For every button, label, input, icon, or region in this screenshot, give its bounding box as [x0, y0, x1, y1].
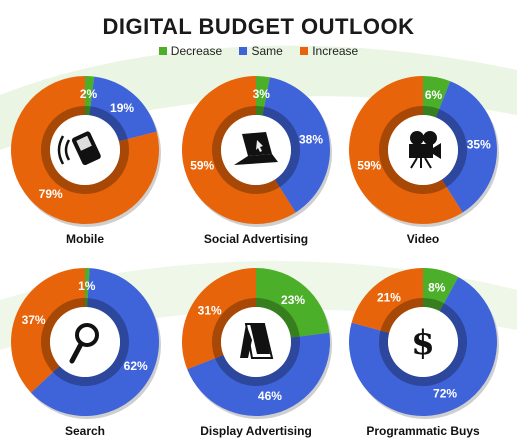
legend-item-increase: Increase: [300, 44, 358, 58]
slice-social-advertising-decrease: [256, 76, 270, 116]
display-board-icon: [240, 323, 274, 359]
label-social-advertising-same: 38%: [299, 133, 323, 147]
magnifier-icon: [69, 323, 99, 364]
label-programmatic-buys-increase: 21%: [377, 291, 401, 305]
label-social-advertising-increase: 59%: [190, 159, 214, 173]
label-programmatic-buys-same: 72%: [433, 386, 457, 400]
label-video-decrease: 6%: [425, 88, 443, 102]
legend-label-increase: Increase: [312, 44, 359, 58]
mobile-phone-icon: [57, 131, 101, 166]
slice-search-same-inner: [52, 298, 129, 386]
label-video-same: 35%: [467, 138, 491, 152]
legend-swatch-decrease: [158, 47, 167, 55]
donut-display-advertising: 23% 46% 31%: [182, 268, 332, 419]
page-title: DIGITAL BUDGET OUTLOOK: [102, 14, 415, 39]
slice-mobile-same: [89, 76, 157, 142]
legend-item-decrease: Decrease: [158, 44, 223, 58]
chart-search: 1% 62% 37% Search: [5, 262, 165, 442]
label-search-increase: 37%: [22, 313, 46, 327]
slice-programmatic-buys-increase: [351, 268, 423, 333]
slice-video-increase-inner: [379, 106, 447, 194]
slice-search-decrease: [85, 268, 90, 308]
label-mobile-increase: 79%: [39, 187, 63, 201]
slice-search-increase-inner: [41, 298, 85, 373]
slice-display-advertising-decrease: [256, 268, 330, 338]
donut-programmatic-buys: $8% 72% 21%: [349, 268, 499, 419]
slice-display-advertising-decrease-inner: [256, 298, 300, 338]
chart-title-video: Video: [406, 232, 440, 246]
chart-programmatic-buys: $8% 72% 21% Programmatic Buys: [343, 262, 503, 442]
chart-title-social-advertising: Social Advertising: [203, 232, 309, 246]
label-mobile-same: 19%: [110, 101, 134, 115]
chart-video: 6% 35% 59% Video: [343, 70, 503, 250]
slice-social-advertising-same-inner: [262, 106, 300, 188]
donut-mobile: 2% 19% 79%: [11, 76, 161, 227]
slice-social-advertising-increase-inner: [212, 106, 280, 194]
legend-label-same: Same: [251, 44, 283, 58]
slice-search-decrease-inner: [85, 298, 88, 308]
donut-hole-programmatic-buys: [388, 307, 458, 377]
slice-mobile-decrease-inner: [85, 106, 91, 116]
chart-social-advertising: 3% 38% 59% Social Advertising: [176, 70, 336, 250]
dollar-sign-icon: $: [411, 323, 435, 363]
donut-search: 1% 62% 37%: [11, 268, 161, 419]
video-camera-icon: [409, 131, 441, 169]
chart-display-advertising: 23% 46% 31% Display Advertising: [176, 262, 336, 442]
legend-label-decrease: Decrease: [170, 44, 223, 58]
slice-mobile-decrease: [85, 76, 95, 116]
chart-title-programmatic-buys: Programmatic Buys: [366, 424, 480, 438]
chart-mobile: 2% 19% 79% Mobile: [5, 70, 165, 250]
slice-display-advertising-same-inner: [215, 336, 300, 386]
svg-text:$: $: [411, 323, 435, 363]
chart-title-search: Search: [64, 424, 106, 438]
label-programmatic-buys-decrease: 8%: [428, 281, 446, 295]
donut-video: 6% 35% 59%: [349, 75, 499, 227]
chart-title-mobile: Mobile: [66, 232, 104, 246]
slice-programmatic-buys-decrease-inner: [423, 298, 445, 312]
label-video-increase: 59%: [357, 159, 381, 173]
chart-title-display-advertising: Display Advertising: [200, 424, 312, 438]
label-social-advertising-decrease: 3%: [253, 87, 271, 101]
slice-video-decrease-inner: [423, 106, 440, 118]
label-display-advertising-same: 46%: [258, 389, 282, 403]
legend: Decrease Same Increase: [0, 44, 517, 58]
slice-mobile-same-inner: [89, 106, 128, 142]
slice-video-same-inner: [435, 109, 467, 188]
slice-programmatic-buys-same: [349, 276, 497, 416]
slice-programmatic-buys-increase-inner: [380, 298, 423, 333]
slice-display-advertising-increase-inner: [212, 298, 256, 359]
label-mobile-decrease: 2%: [80, 87, 98, 101]
label-search-decrease: 1%: [78, 279, 96, 293]
slice-social-advertising-decrease-inner: [256, 106, 265, 116]
legend-swatch-increase: [300, 47, 309, 55]
legend-item-same: Same: [239, 44, 283, 58]
legend-swatch-same: [239, 47, 248, 55]
label-display-advertising-decrease: 23%: [281, 293, 305, 307]
donut-social-advertising: 3% 38% 59%: [182, 75, 332, 227]
laptop-icon: [234, 132, 278, 165]
label-search-same: 62%: [124, 359, 148, 373]
label-display-advertising-increase: 31%: [198, 304, 222, 318]
slice-mobile-increase: [11, 76, 160, 224]
